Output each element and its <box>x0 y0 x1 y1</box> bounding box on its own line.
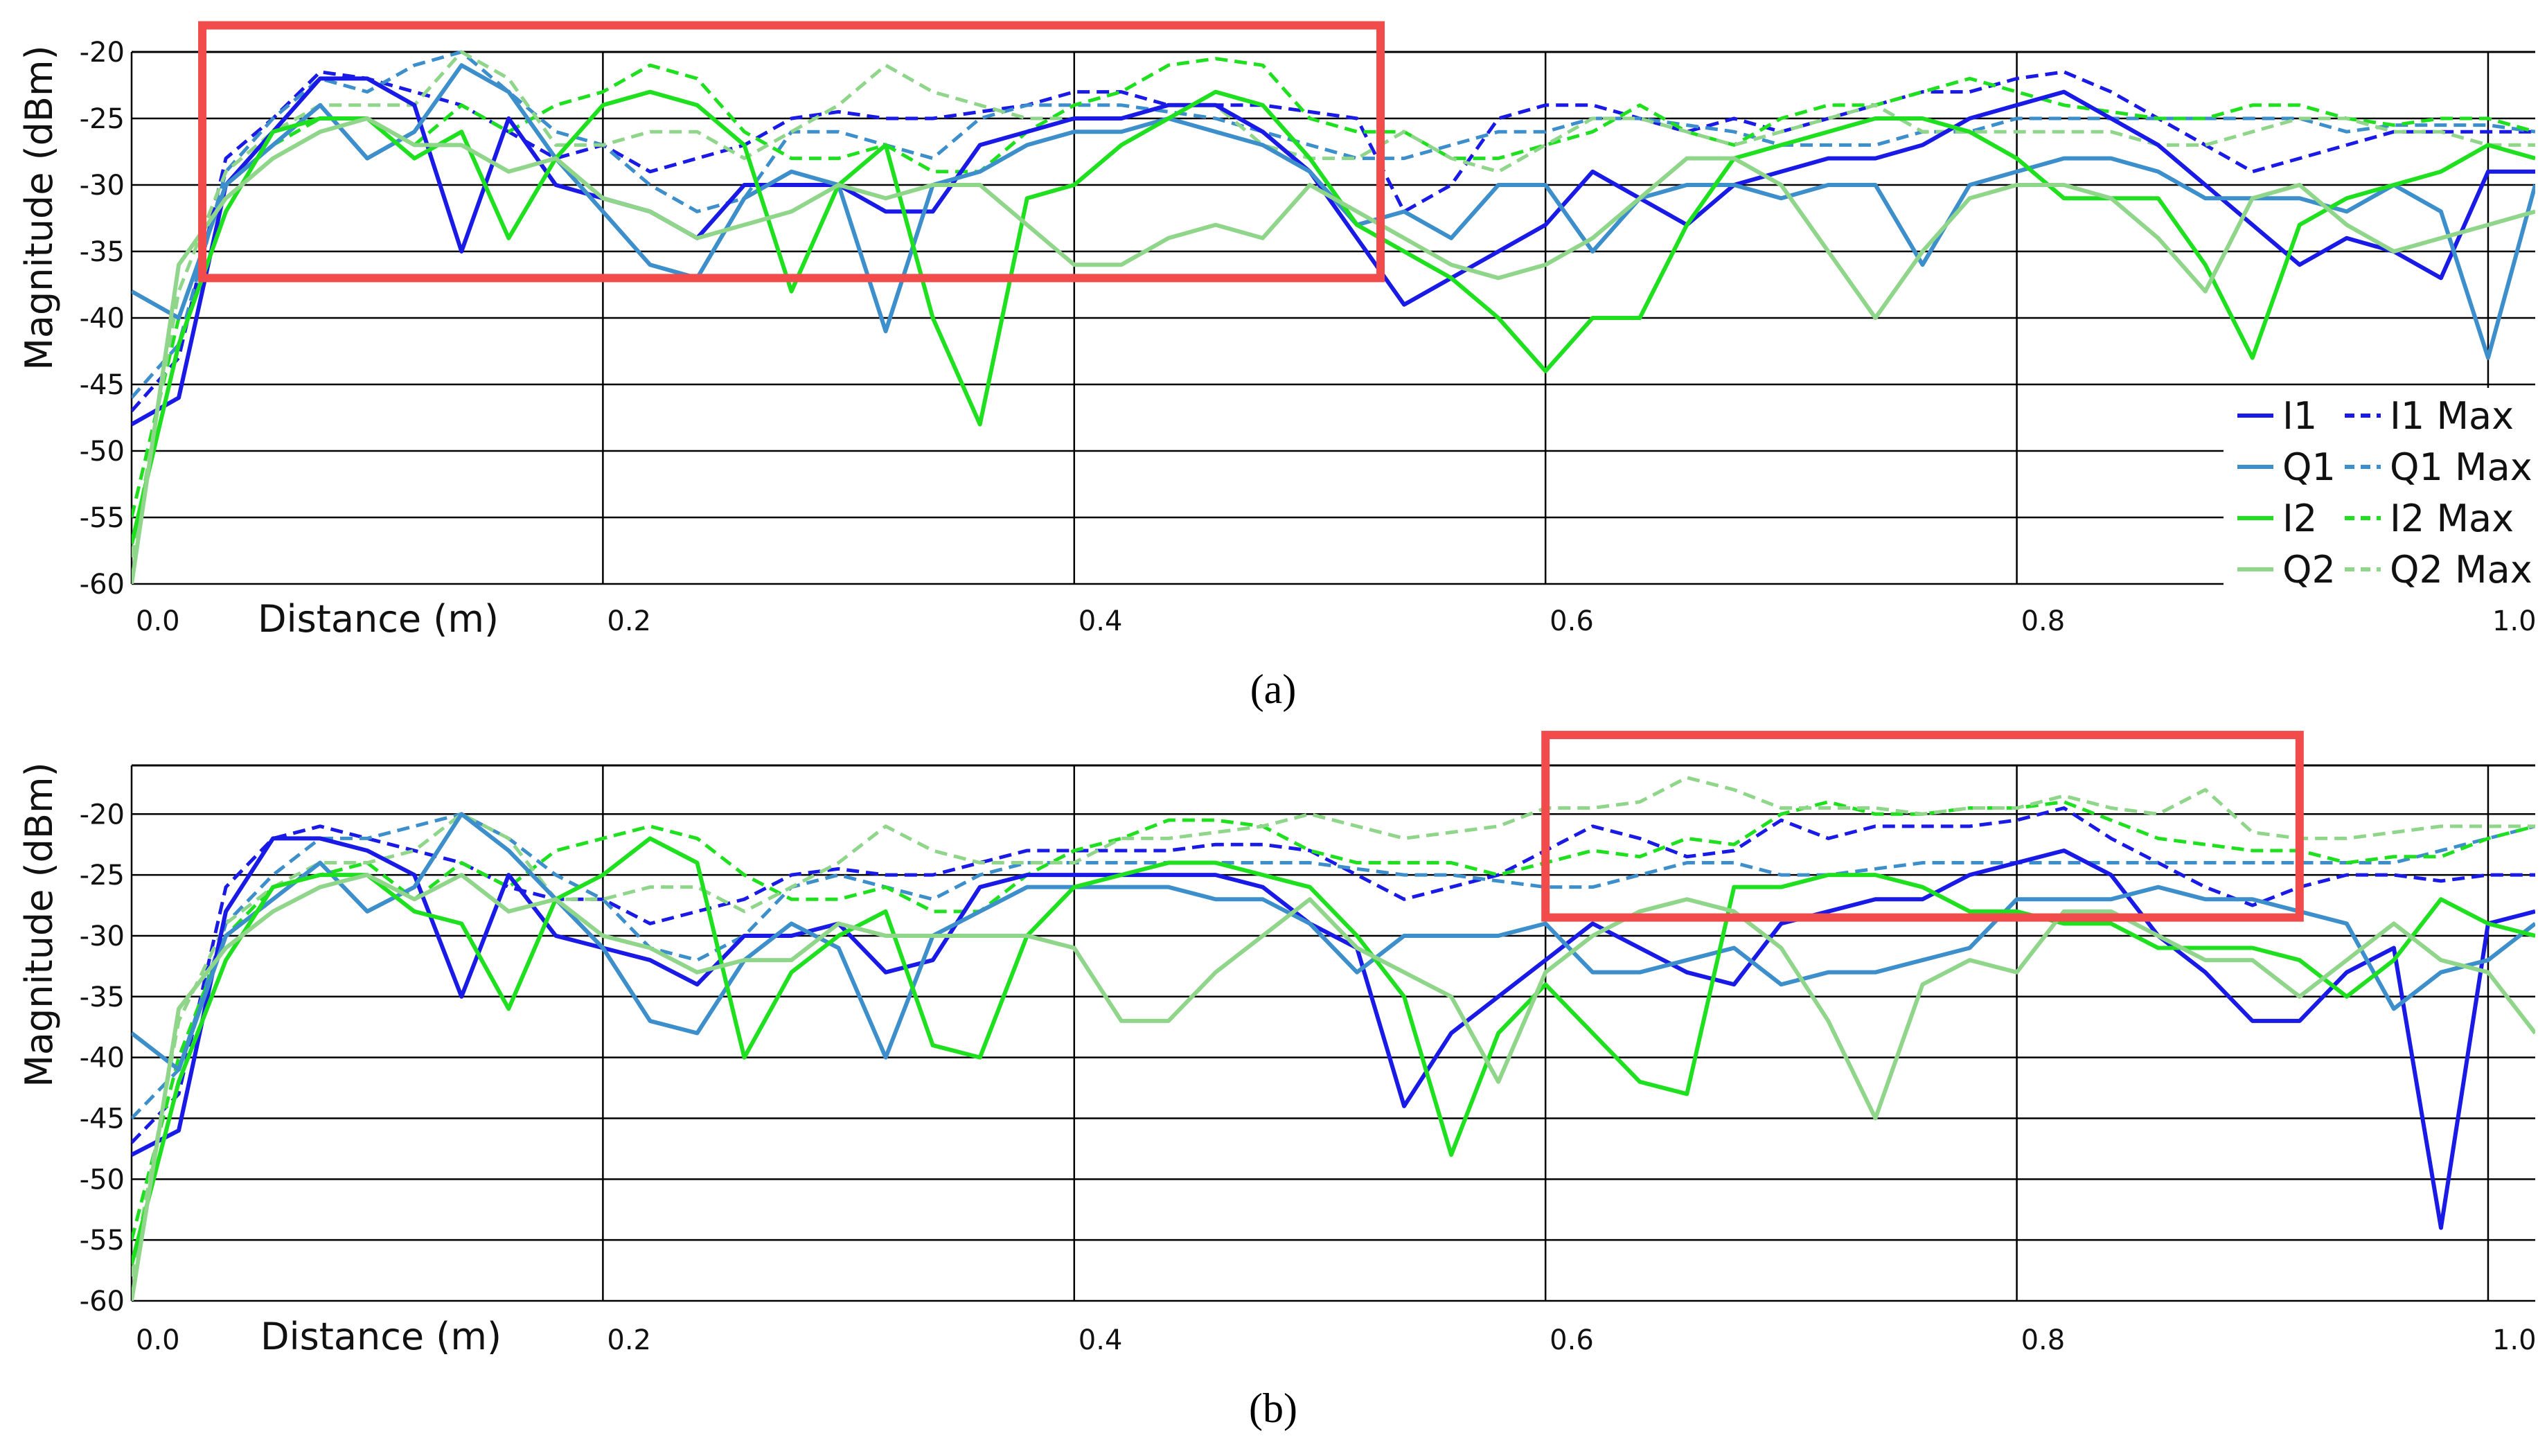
series-line-i2-max <box>132 57 2535 518</box>
subcaption: (b) <box>1249 1385 1297 1431</box>
highlight-box <box>1541 731 2304 922</box>
chart-panel-a: -20 -25 -30 -35 -40 -45 -50 -55 -60 0.0 0.2 0.4 0.6 0… <box>17 21 2539 712</box>
legend-label: I2 Max <box>2390 497 2514 540</box>
y-tick-label: -40 <box>80 303 125 335</box>
y-tick-label: -20 <box>80 37 125 69</box>
subcaption: (a) <box>1250 666 1297 712</box>
x-tick-label: 0.6 <box>1550 1324 1594 1356</box>
y-tick-label: -30 <box>80 921 125 952</box>
series-line-i1-max <box>132 806 2535 1144</box>
series-lines <box>132 50 2535 584</box>
legend-label: I1 Max <box>2390 394 2514 438</box>
y-tick-label: -50 <box>80 1164 125 1196</box>
series-line-i2 <box>132 89 2535 545</box>
series-line-q1-max <box>132 50 2535 399</box>
y-tick-label: -50 <box>80 436 125 468</box>
x-tick-label: 0.8 <box>2021 1324 2066 1356</box>
y-tick-label: -35 <box>80 236 125 268</box>
y-tick-label: -30 <box>80 170 125 202</box>
y-tick-label: -25 <box>80 860 125 891</box>
x-tick-label: 1.0 <box>2492 605 2537 637</box>
y-tick-label: -45 <box>80 1103 125 1135</box>
x-tick-label: 0.0 <box>136 605 180 637</box>
y-axis-label: Magnitude (dBm) <box>17 762 61 1087</box>
series-line-q2 <box>132 116 2535 584</box>
legend-label: Q1 Max <box>2390 445 2532 489</box>
series-line-q1 <box>132 812 2535 1072</box>
legend-label: I1 <box>2282 394 2317 438</box>
series-line-q2-max <box>132 776 2535 1277</box>
highlight-box <box>198 21 1385 283</box>
legend-label: Q1 <box>2282 445 2336 489</box>
series-line-i2 <box>132 836 2535 1266</box>
y-tick-label: -25 <box>80 103 125 135</box>
x-tick-label: 0.2 <box>607 1324 651 1356</box>
legend: I1 I1 Max Q1 Q1 Max I2 I2 Max Q2 Q2 Max <box>2224 388 2539 592</box>
y-tick-label: -40 <box>80 1042 125 1074</box>
y-axis-label: Magnitude (dBm) <box>17 45 61 370</box>
y-tick-label: -20 <box>80 799 125 831</box>
y-tick-label: -55 <box>80 502 125 534</box>
x-tick-label: 0.8 <box>2021 605 2066 637</box>
legend-box <box>2224 388 2539 592</box>
y-tick-label: -60 <box>80 569 125 601</box>
x-tick-label: 1.0 <box>2492 1324 2537 1356</box>
plot-area <box>132 765 2535 1301</box>
y-tick-label: -60 <box>80 1286 125 1317</box>
series-lines <box>132 776 2535 1301</box>
x-tick-label: 0.4 <box>1079 1324 1123 1356</box>
x-tick-label: 0.0 <box>136 1324 180 1356</box>
grid <box>130 51 2535 585</box>
series-line-q2 <box>132 873 2535 1301</box>
series-line-i1 <box>132 76 2535 427</box>
x-axis-label: Distance (m) <box>260 1315 502 1358</box>
y-tick-label: -45 <box>80 369 125 401</box>
legend-label: I2 <box>2282 497 2317 540</box>
y-tick-label: -55 <box>80 1225 125 1257</box>
y-tick-label: -35 <box>80 982 125 1013</box>
series-line-q2-max <box>132 50 2535 558</box>
x-tick-label: 0.4 <box>1079 605 1123 637</box>
legend-label: Q2 Max <box>2390 548 2532 592</box>
series-line-q1-max <box>132 812 2535 1120</box>
chart-panel-b: -20 -25 -30 -35 -40 -45 -50 -55 -60 0.0 0.2 0.4 0.6 0… <box>17 731 2537 1431</box>
x-axis-label: Distance (m) <box>258 597 499 641</box>
x-tick-label: 0.6 <box>1550 605 1594 637</box>
legend-label: Q2 <box>2282 548 2336 592</box>
series-line-i1-max <box>132 70 2535 413</box>
x-tick-label: 0.2 <box>607 605 651 637</box>
